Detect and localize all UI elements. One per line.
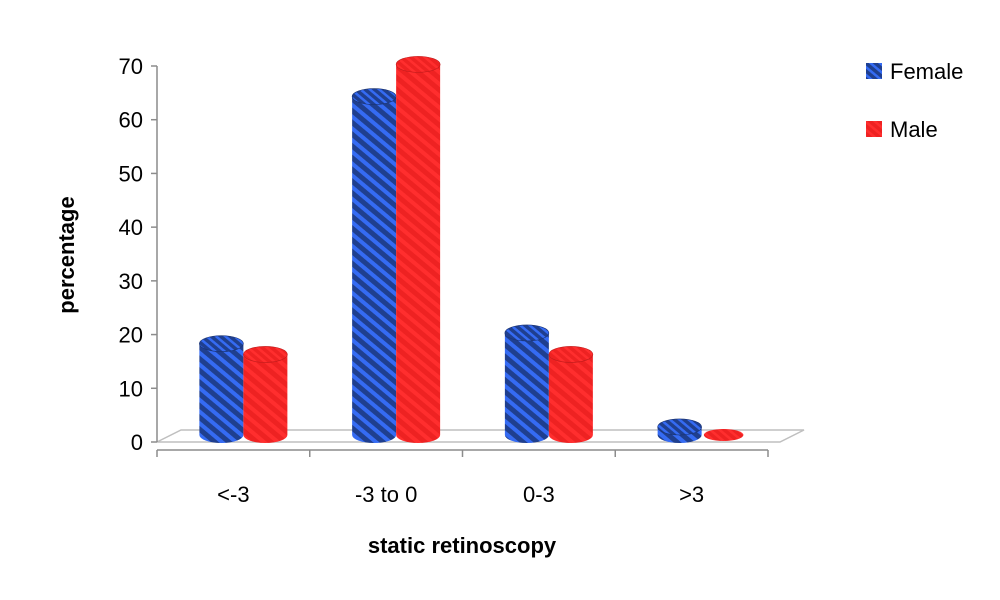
y-tick-label: 30 <box>119 269 143 294</box>
bar-female-3-to-0 <box>351 88 397 443</box>
legend-item-female: Female <box>866 59 963 84</box>
y-axis-title: percentage <box>54 196 79 313</box>
legend-swatch <box>866 121 882 137</box>
x-tick-label-3-to-0: -3 to 0 <box>355 482 417 507</box>
y-tick-label: 20 <box>119 323 143 348</box>
y-tick-label: 60 <box>119 108 143 133</box>
y-tick-label: 10 <box>119 376 143 401</box>
bar-male-3-to-0 <box>395 56 441 443</box>
y-tick-label: 70 <box>119 54 143 79</box>
legend-item-male: Male <box>866 117 938 142</box>
bar-female-3 <box>199 335 244 443</box>
y-tick-label: 0 <box>131 430 143 455</box>
legend-swatch <box>866 63 882 79</box>
x-axis-title: static retinoscopy <box>368 533 557 558</box>
legend: Female Male <box>866 59 963 142</box>
bars <box>199 56 744 443</box>
x-tick-label-3: <-3 <box>217 482 249 507</box>
x-tick-label-0-3: 0-3 <box>523 482 555 507</box>
axes: 0 10 20 30 40 50 60 70 <-3 -3 to 0 0-3 >3 <box>119 54 769 507</box>
bar-male-3 <box>243 346 288 443</box>
bar-female-3 <box>657 418 702 443</box>
y-tick-label: 50 <box>119 161 143 186</box>
bar-male-3 <box>703 429 744 441</box>
bar-female-0-3 <box>504 324 550 443</box>
y-tick-label: 40 <box>119 215 143 240</box>
bar-male-0-3 <box>548 346 594 443</box>
legend-label: Male <box>890 117 938 142</box>
x-tick-label-3: >3 <box>679 482 704 507</box>
legend-label: Female <box>890 59 963 84</box>
